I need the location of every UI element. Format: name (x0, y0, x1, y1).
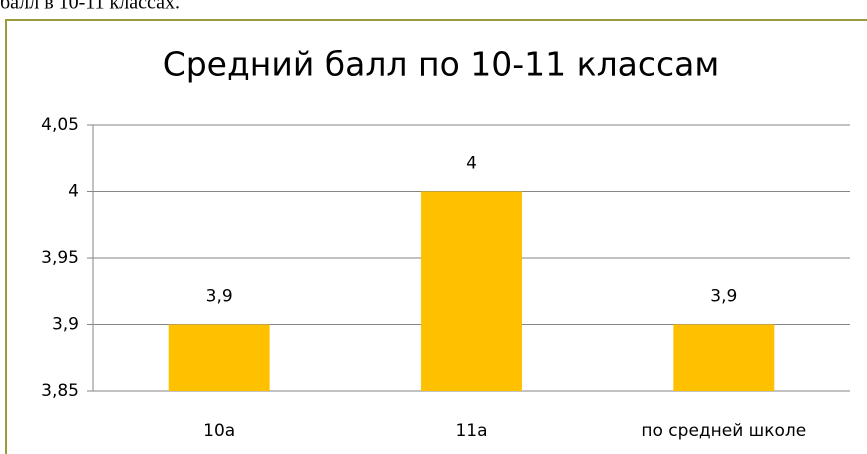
bar (421, 191, 522, 391)
x-tick-label: по средней школе (641, 421, 806, 441)
x-tick-label: 10а (203, 421, 235, 441)
y-tick-label: 3,85 (41, 381, 79, 401)
data-label: 3,9 (206, 287, 233, 307)
chart-title: Средний балл по 10-11 классам (163, 45, 720, 84)
data-label: 4 (466, 154, 477, 174)
y-tick-label: 3,9 (52, 315, 79, 335)
bar (673, 324, 775, 391)
y-tick-label: 3,95 (41, 248, 79, 268)
bar (168, 324, 270, 391)
data-label: 3,9 (710, 287, 737, 307)
y-tick-label: 4,05 (41, 115, 79, 135)
y-tick-label: 4 (68, 182, 79, 202)
page-text: балл в 10-11 классах. (0, 0, 180, 14)
x-tick-label: 11а (455, 421, 487, 441)
